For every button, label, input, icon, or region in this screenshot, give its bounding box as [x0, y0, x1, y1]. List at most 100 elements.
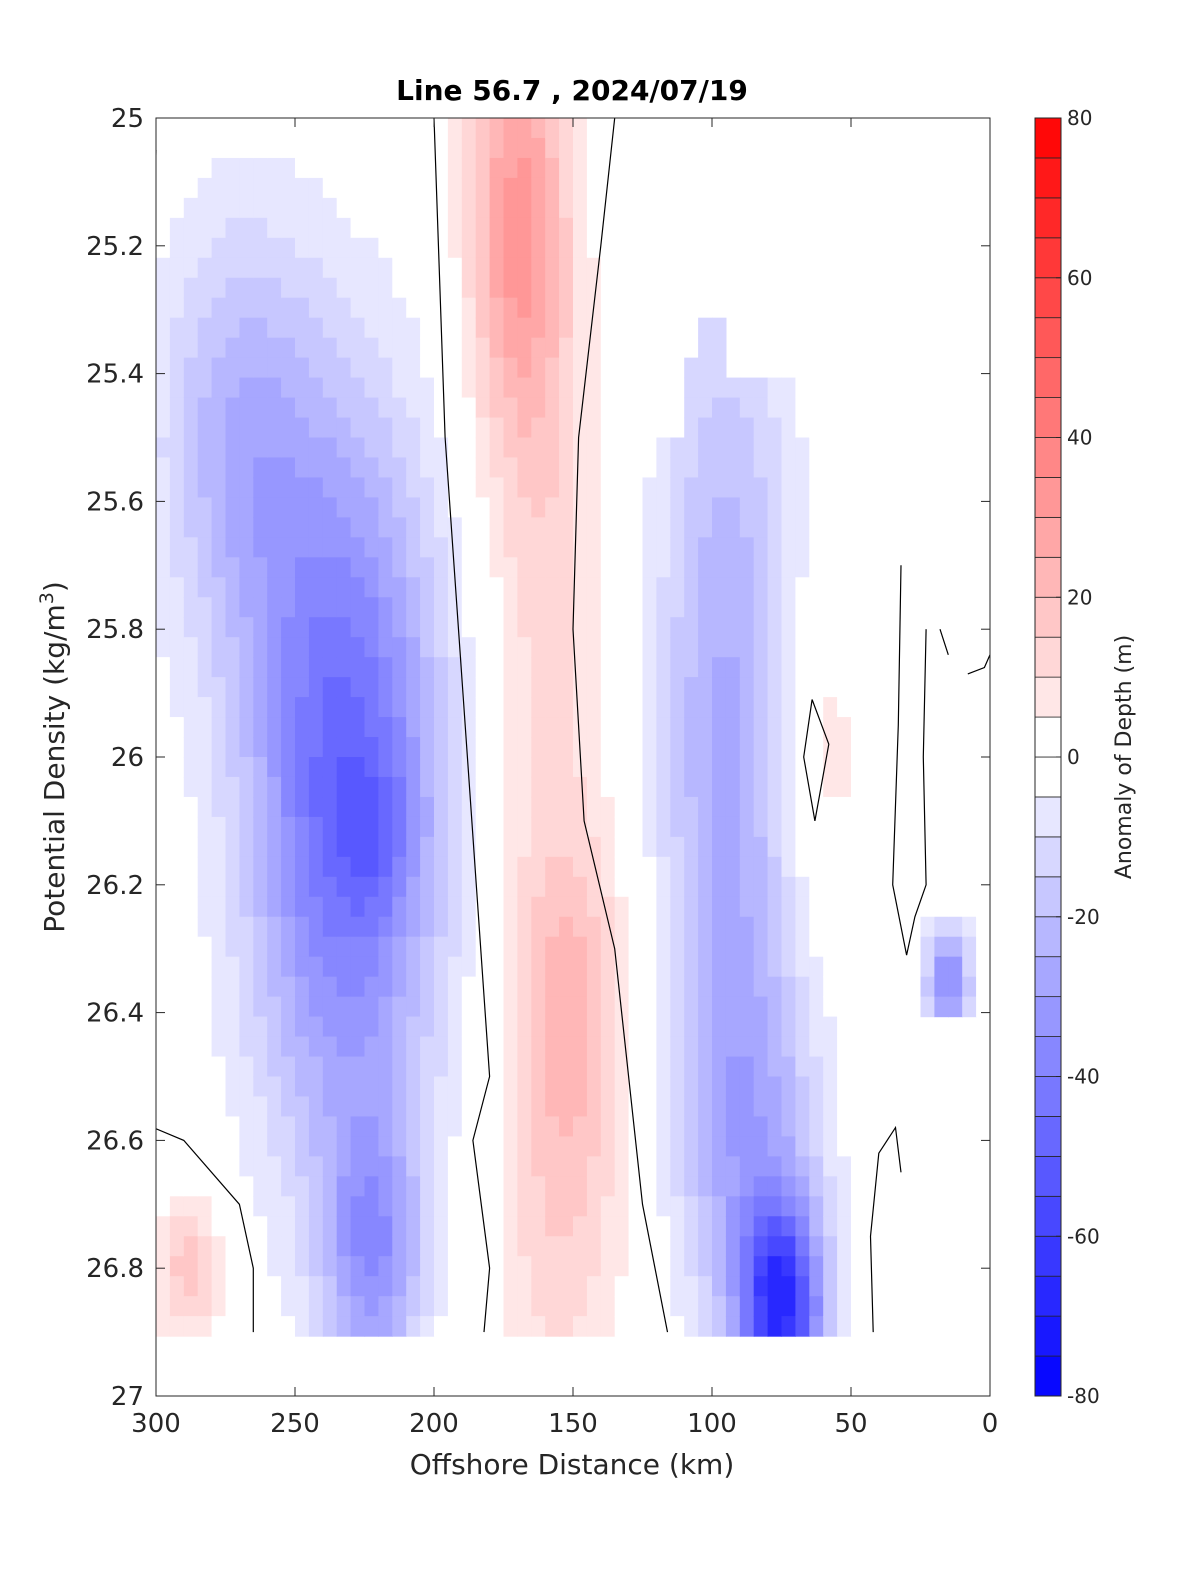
field-cell: [295, 737, 310, 758]
field-cell: [934, 836, 949, 858]
field-cell: [698, 1316, 713, 1337]
field-cell: [698, 377, 713, 399]
field-cell: [600, 1196, 616, 1217]
field-cell: [614, 856, 630, 878]
field-cell: [851, 1196, 866, 1217]
field-cell: [739, 1276, 755, 1297]
field-cell: [698, 1056, 713, 1078]
field-cell: [767, 1196, 783, 1217]
field-cell: [670, 936, 685, 958]
field-cell: [253, 996, 268, 1018]
field-cell: [823, 1216, 838, 1237]
field-cell: [642, 417, 657, 439]
field-cell: [767, 896, 783, 918]
field-cell: [823, 1236, 838, 1257]
colorbar-label: Anomaly of Depth (m): [1112, 635, 1137, 879]
field-cell: [156, 557, 171, 578]
field-cell: [211, 1136, 227, 1157]
field-cell: [350, 776, 366, 798]
field-cell: [781, 1096, 796, 1118]
field-cell: [962, 936, 977, 958]
field-cell: [308, 956, 324, 978]
field-cell: [378, 1276, 393, 1297]
field-cell: [892, 1036, 908, 1058]
field-cell: [350, 976, 366, 998]
field-cell: [461, 517, 477, 538]
field-cell: [823, 457, 838, 479]
field-cell: [642, 757, 657, 778]
field-cell: [281, 617, 296, 638]
field-cell: [281, 1136, 296, 1157]
field-cell: [934, 876, 949, 898]
field-cell: [725, 876, 741, 898]
field-cell: [517, 1216, 532, 1237]
field-cell: [447, 996, 463, 1018]
field-cell: [809, 1016, 824, 1038]
field-cell: [364, 996, 379, 1018]
field-cell: [225, 577, 240, 598]
field-cell: [517, 657, 532, 678]
field-cell: [948, 996, 963, 1018]
field-cell: [406, 337, 421, 359]
field-cell: [322, 497, 338, 518]
field-cell: [864, 657, 880, 678]
field-cell: [878, 936, 894, 958]
field-cell: [295, 577, 310, 598]
field-cell: [656, 597, 671, 618]
field-cell: [392, 617, 407, 638]
field-cell: [753, 876, 769, 898]
field-cell: [559, 317, 574, 339]
field-cell: [573, 1236, 588, 1257]
field-cell: [434, 1076, 449, 1098]
field-cell: [461, 916, 477, 938]
field-cell: [878, 996, 894, 1018]
field-cell: [684, 397, 699, 419]
field-cell: [392, 856, 407, 878]
field-cell: [489, 836, 505, 858]
field-cell: [281, 337, 296, 359]
field-cell: [781, 1116, 796, 1138]
field-cell: [378, 956, 393, 978]
field-cell: [823, 776, 838, 798]
field-cell: [489, 317, 505, 339]
field-cell: [378, 1316, 393, 1337]
field-cell: [156, 237, 171, 259]
field-cell: [698, 1256, 713, 1277]
field-cell: [406, 916, 421, 938]
field-cell: [197, 1116, 213, 1138]
field-cell: [586, 557, 602, 578]
field-cell: [197, 377, 213, 399]
field-cell: [531, 796, 546, 818]
field-cell: [336, 717, 352, 738]
field-cell: [406, 177, 421, 199]
field-cell: [517, 417, 532, 439]
field-cell: [739, 377, 755, 399]
field-cell: [503, 1276, 518, 1297]
field-cell: [461, 377, 477, 399]
field-cell: [406, 137, 421, 159]
field-cell: [253, 118, 268, 139]
field-cell: [712, 1096, 727, 1118]
field-cell: [837, 637, 852, 658]
field-cell: [461, 856, 477, 878]
field-cell: [517, 1176, 532, 1197]
field-cell: [475, 357, 491, 379]
field-cell: [350, 956, 366, 978]
x-tick-label: 0: [982, 1409, 999, 1439]
field-cell: [600, 297, 616, 319]
field-cell: [837, 996, 852, 1018]
field-cell: [739, 1296, 755, 1317]
field-cell: [364, 1136, 379, 1157]
field-cell: [211, 397, 227, 419]
field-cell: [308, 497, 324, 518]
field-cell: [364, 1276, 379, 1297]
field-cell: [420, 617, 435, 638]
field-cell: [322, 597, 338, 618]
field-cell: [295, 717, 310, 738]
field-cell: [406, 437, 421, 459]
colorbar-bin: [1034, 357, 1062, 398]
field-cell: [156, 137, 171, 159]
field-cell: [531, 577, 546, 598]
field-cell: [211, 737, 227, 758]
field-cell: [628, 757, 644, 778]
